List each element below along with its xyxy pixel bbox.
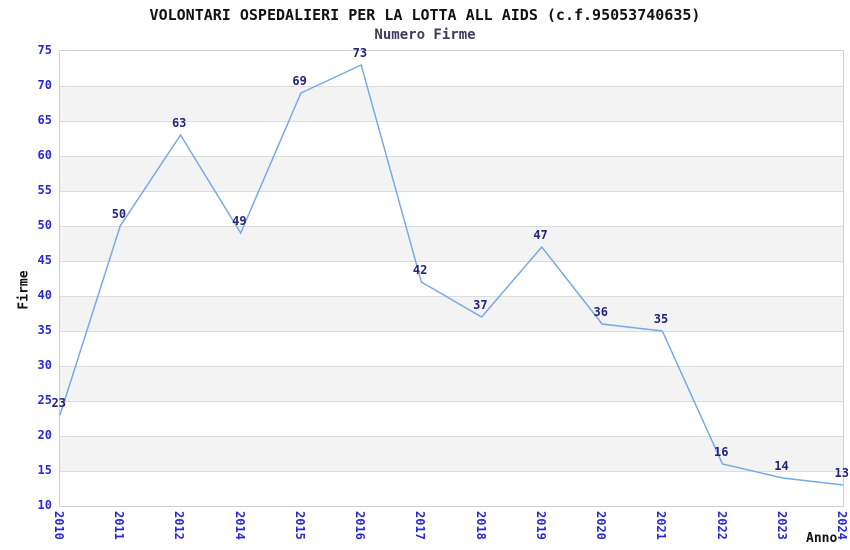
data-point-label: 73 (352, 46, 368, 60)
grid-line (60, 436, 843, 437)
data-point-label: 69 (292, 74, 307, 88)
grid-line (60, 331, 843, 332)
grid-line (60, 296, 843, 297)
grid-line (60, 191, 843, 192)
data-point-label: 49 (232, 214, 247, 228)
data-point-label: 50 (111, 207, 127, 221)
x-tick-label: 2022 (714, 511, 729, 540)
x-tick-label: 2017 (413, 511, 428, 540)
data-point-label: 42 (412, 263, 428, 277)
x-tick-label: 2020 (594, 511, 609, 540)
y-tick-label: 35 (37, 323, 52, 337)
y-tick-label: 40 (37, 288, 52, 302)
grid-line (60, 261, 843, 262)
x-tick-label: 2018 (473, 511, 488, 540)
grid-line (60, 121, 843, 122)
chart-subtitle: Numero Firme (374, 27, 476, 43)
x-tick-label: 2019 (533, 511, 548, 540)
data-point-label: 47 (533, 228, 548, 242)
data-point-label: 23 (51, 396, 66, 410)
x-tick-label: 2010 (52, 511, 66, 540)
data-point-label: 37 (473, 298, 488, 312)
y-tick-label: 60 (37, 148, 52, 162)
grid-line (60, 401, 843, 402)
y-tick-label: 30 (37, 358, 52, 372)
x-tick-label: 2012 (172, 511, 187, 540)
y-tick-label: 70 (37, 78, 52, 92)
data-point-label: 35 (653, 312, 669, 326)
line-series (59, 63, 844, 486)
plot-area (59, 50, 844, 507)
grid-line (60, 156, 843, 157)
y-tick-label: 55 (37, 183, 52, 197)
series-polyline (59, 63, 844, 486)
grid-line (60, 226, 843, 227)
data-point-label: 63 (171, 116, 187, 130)
chart-title: VOLONTARI OSPEDALIERI PER LA LOTTA ALL A… (149, 6, 701, 24)
grid-line (60, 471, 843, 472)
x-tick-label: 2016 (353, 511, 368, 540)
y-tick-label: 15 (37, 463, 52, 477)
grid-line (60, 86, 843, 87)
y-tick-label: 20 (37, 428, 52, 442)
data-point-label: 13 (834, 466, 849, 480)
x-axis-title: Anno (806, 531, 838, 546)
y-tick-label: 25 (37, 393, 52, 407)
x-tick-label: 2011 (112, 511, 127, 540)
x-tick-label: 2021 (654, 511, 669, 540)
grid-line (60, 366, 843, 367)
x-tick-label: 2023 (774, 511, 789, 540)
y-tick-label: 75 (37, 43, 52, 57)
y-tick-label: 65 (37, 113, 52, 127)
data-point-label: 36 (593, 305, 608, 319)
y-tick-label: 10 (37, 498, 52, 512)
y-tick-label: 50 (37, 218, 52, 232)
x-tick-label: 2015 (292, 511, 307, 540)
data-point-label: 16 (714, 445, 729, 459)
x-tick-label: 2014 (232, 511, 247, 540)
data-point-label: 14 (774, 459, 789, 473)
y-tick-label: 45 (37, 253, 52, 267)
